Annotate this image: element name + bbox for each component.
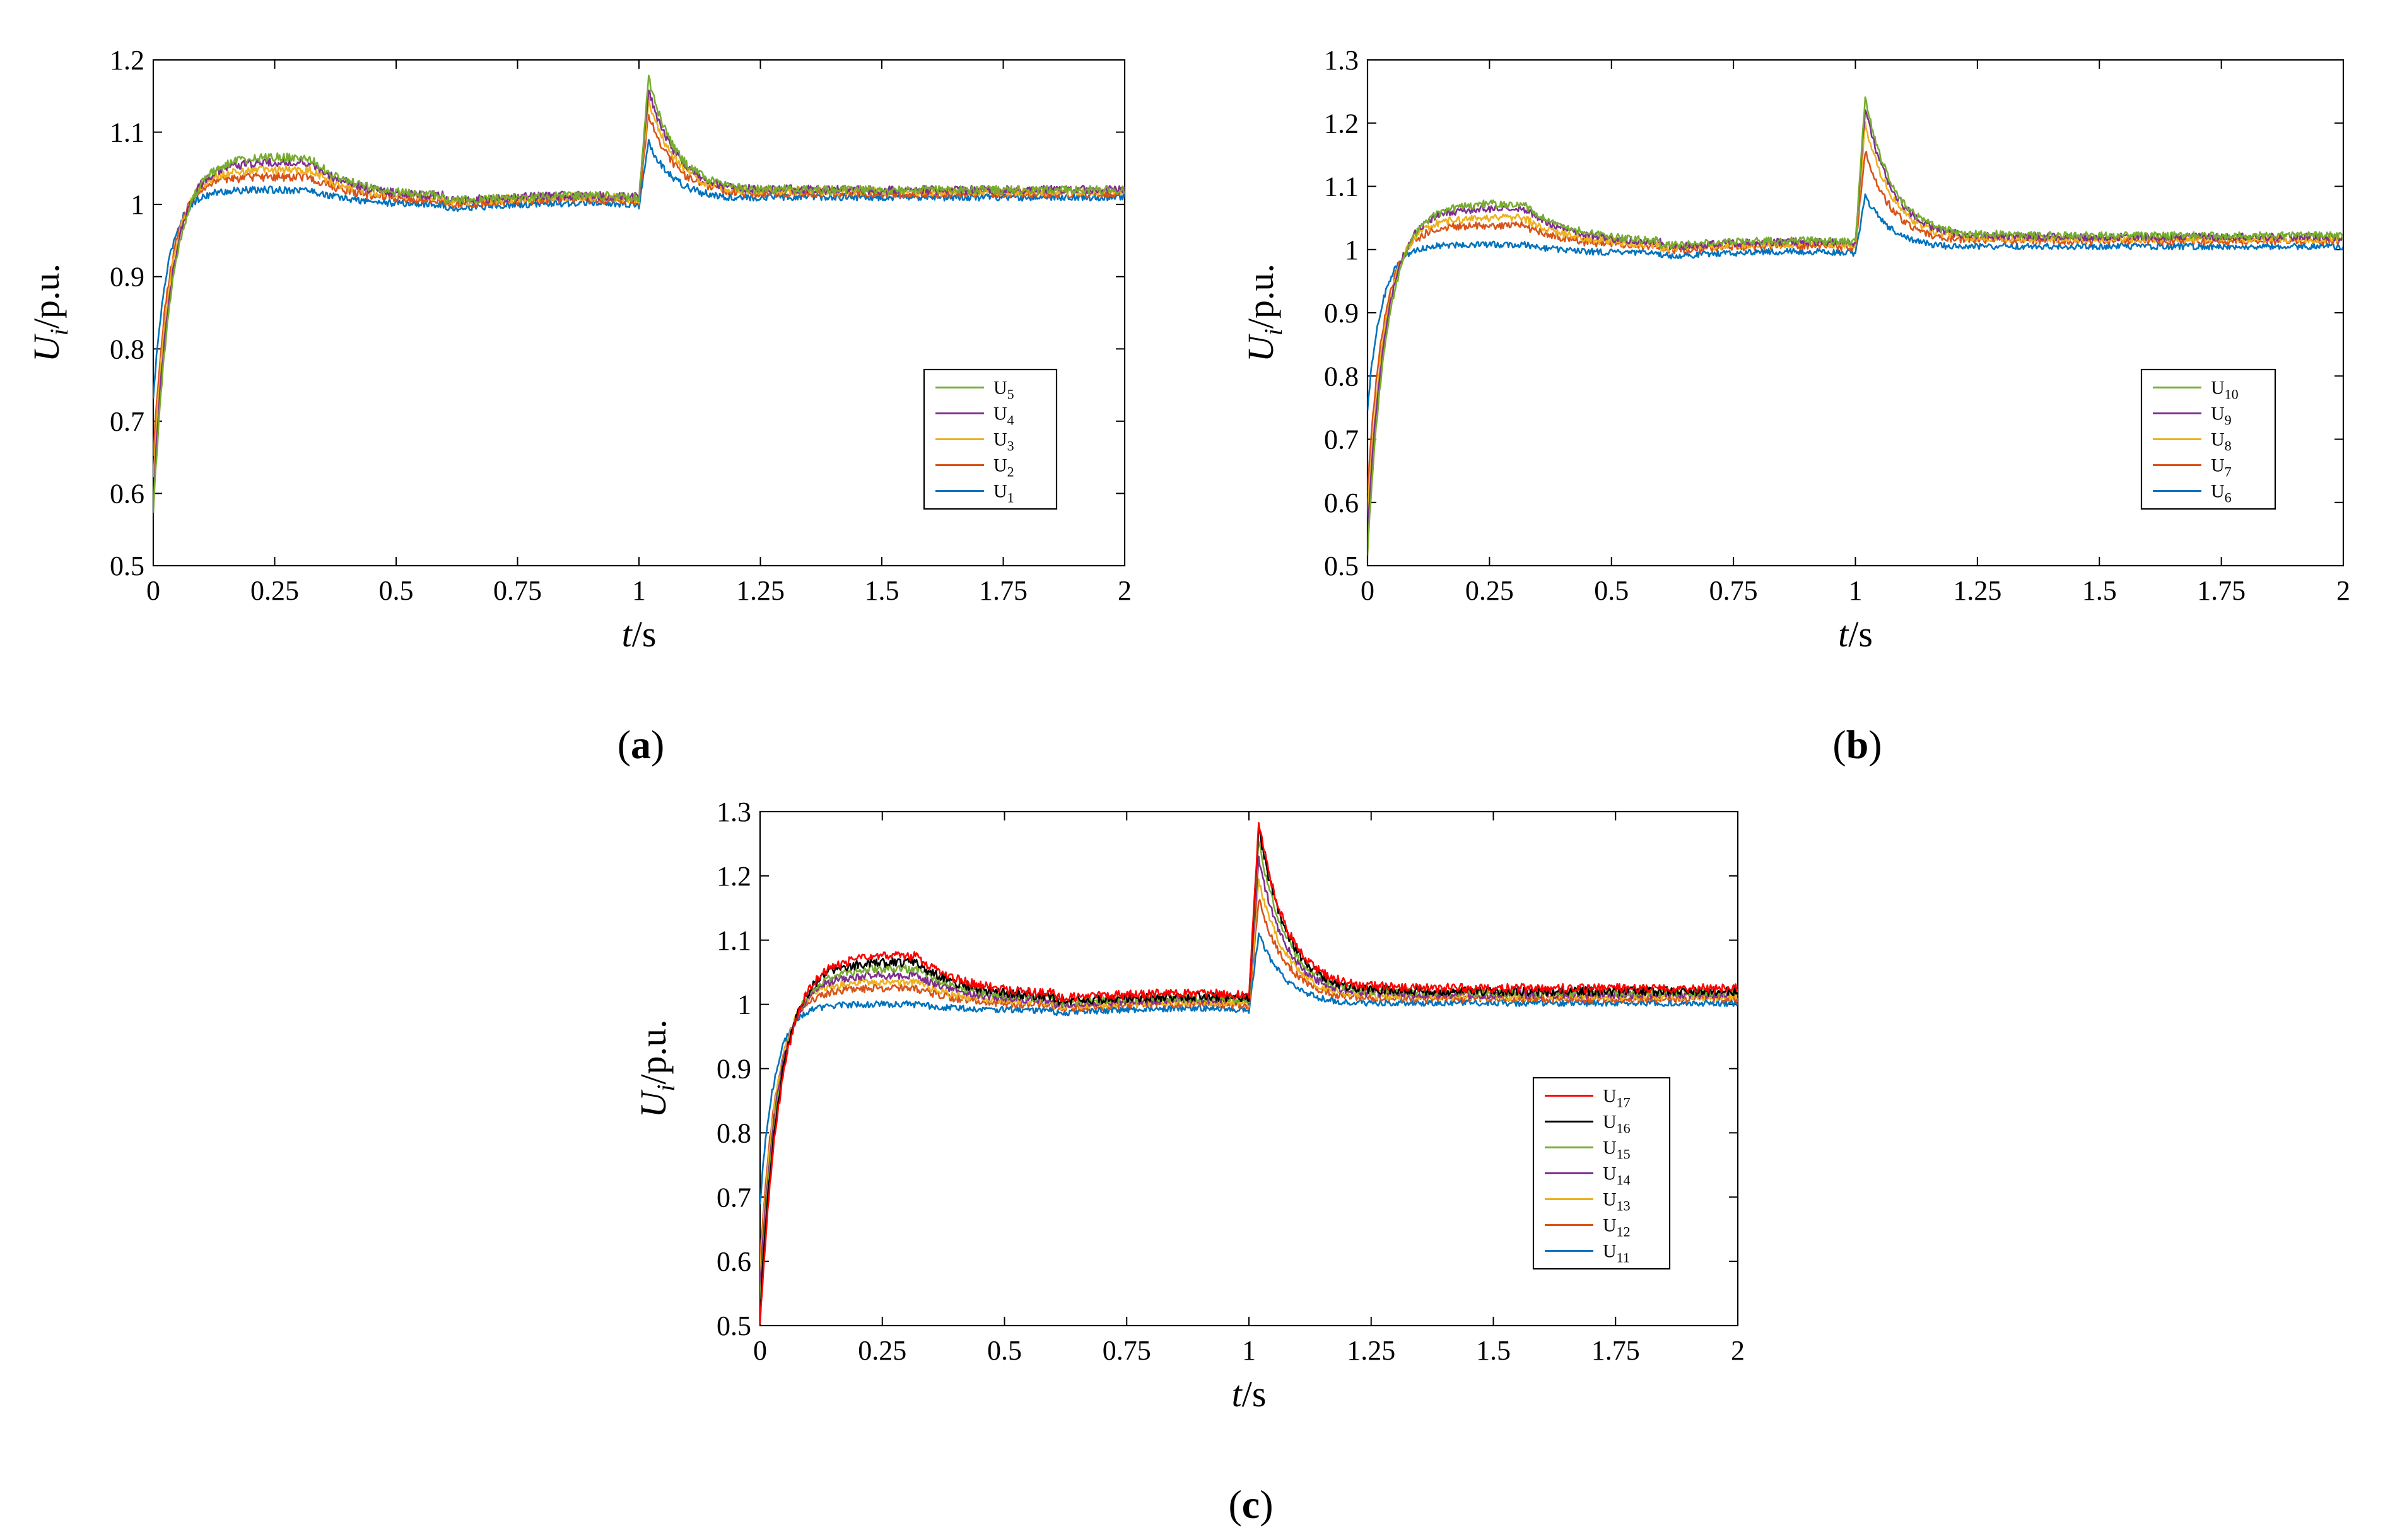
x-axis-label: t/s [1838, 614, 1873, 655]
x-tick-label: 1.75 [2197, 575, 2246, 606]
y-axis-label: Ui/p.u. [633, 1019, 680, 1117]
y-tick-label: 1 [737, 989, 751, 1020]
series-group [760, 822, 1738, 1325]
legend-label-U11: U11 [1603, 1241, 1630, 1266]
legend-label-U9: U9 [2211, 404, 2232, 428]
chart-panel-c: 0 0.25 0.5 0.75 1 1.25 1.5 1.75 2 0.5 0.6 0.7 0.8 0.9… [633, 796, 1745, 1527]
legend-label-U13: U13 [1603, 1189, 1631, 1214]
series-line-U2 [153, 114, 1125, 456]
x-tick-label: 0 [146, 575, 160, 606]
x-tick-label: 0.75 [1709, 575, 1758, 606]
y-tick-label: 0.9 [110, 262, 144, 293]
y-tick-label: 0.8 [1324, 361, 1359, 392]
y-tick-label: 1.1 [110, 117, 144, 148]
y-tick-label: 1 [1345, 235, 1359, 265]
y-tick-label: 1.2 [717, 861, 751, 892]
y-tick-label: 0.8 [717, 1117, 751, 1148]
y-tick-label: 0.7 [110, 406, 144, 437]
legend-label-U4: U4 [993, 404, 1014, 428]
y-tick-label: 1 [131, 189, 144, 220]
legend-label-U12: U12 [1603, 1215, 1631, 1240]
chart-panel-a: 0 0.25 0.5 0.75 1 1.25 1.5 1.75 2 0.5 0.6 0.7 0.8 0.9… [26, 45, 1132, 767]
panel-caption: (a) [618, 722, 665, 767]
x-tick-label: 1.5 [1476, 1335, 1511, 1366]
y-axis-label: Ui/p.u. [1240, 264, 1287, 362]
series-line-U1 [153, 139, 1125, 399]
legend-label-U10: U10 [2211, 378, 2239, 402]
y-tick-label: 1.1 [717, 925, 751, 956]
x-tick-label: 1.75 [979, 575, 1028, 606]
x-tick-label: 1 [1242, 1335, 1256, 1366]
legend-label-U8: U8 [2211, 429, 2232, 454]
x-tick-label: 0.75 [493, 575, 542, 606]
y-tick-label: 1.3 [1324, 45, 1359, 76]
x-tick-label: 1.25 [736, 575, 785, 606]
y-tick-label: 0.5 [717, 1310, 751, 1341]
panel-caption: (c) [1228, 1482, 1273, 1527]
legend-label-U2: U2 [993, 455, 1014, 480]
series-line-U13 [760, 878, 1738, 1275]
y-tick-label: 0.6 [717, 1246, 751, 1277]
legend-label-U15: U15 [1603, 1138, 1631, 1162]
series-line-U10 [1368, 96, 2343, 556]
x-tick-label: 0.5 [987, 1335, 1022, 1366]
series-line-U16 [760, 823, 1738, 1312]
x-tick-label: 0.25 [858, 1335, 906, 1366]
x-tick-label: 1.75 [1591, 1335, 1640, 1366]
x-tick-label: 1.25 [1953, 575, 2001, 606]
legend-label-U5: U5 [993, 378, 1014, 402]
x-tick-label: 2 [1731, 1335, 1745, 1366]
x-tick-label: 0.25 [1465, 575, 1514, 606]
series-line-U14 [760, 855, 1738, 1287]
series-line-U11 [760, 932, 1738, 1205]
panel-caption: (b) [1832, 722, 1882, 767]
y-axis-label: Ui/p.u. [26, 264, 73, 362]
y-tick-label: 0.7 [717, 1182, 751, 1213]
x-tick-label: 0.5 [1594, 575, 1629, 606]
x-tick-label: 2 [2336, 575, 2350, 606]
series-group [1368, 96, 2343, 556]
y-tick-label: 0.8 [110, 334, 144, 365]
y-tick-label: 0.7 [1324, 424, 1359, 455]
x-tick-label: 0.25 [250, 575, 299, 606]
y-tick-label: 1.2 [1324, 108, 1359, 139]
x-tick-label: 1.25 [1347, 1335, 1395, 1366]
y-tick-label: 0.5 [1324, 551, 1359, 581]
x-tick-label: 2 [1118, 575, 1132, 606]
x-tick-label: 1 [1849, 575, 1863, 606]
legend-label-U3: U3 [993, 429, 1014, 454]
y-tick-label: 0.6 [1324, 487, 1359, 518]
legend-label-U16: U16 [1603, 1112, 1631, 1136]
y-tick-label: 1.2 [110, 45, 144, 76]
x-tick-label: 0.75 [1103, 1335, 1151, 1366]
x-tick-label: 1.5 [865, 575, 899, 606]
x-tick-label: 1 [632, 575, 646, 606]
series-line-U7 [1368, 151, 2343, 494]
legend-label-U7: U7 [2211, 455, 2232, 480]
x-tick-label: 0 [1361, 575, 1374, 606]
y-tick-label: 0.5 [110, 551, 144, 581]
y-tick-label: 1.3 [717, 796, 751, 827]
y-tick-label: 0.9 [1324, 298, 1359, 329]
legend-label-U17: U17 [1603, 1086, 1631, 1111]
x-tick-label: 0 [753, 1335, 767, 1366]
y-tick-label: 1.1 [1324, 172, 1359, 202]
y-tick-label: 0.6 [110, 478, 144, 509]
legend-label-U1: U1 [993, 481, 1014, 506]
x-axis-label: t/s [622, 614, 657, 655]
legend-box [1532, 1076, 1671, 1270]
chart-panel-b: 0 0.25 0.5 0.75 1 1.25 1.5 1.75 2 0.5 0.6 0.7 0.8 0.9… [1240, 45, 2350, 767]
series-line-U9 [1368, 109, 2343, 537]
legend-label-U6: U6 [2211, 481, 2232, 506]
x-axis-label: t/s [1232, 1374, 1267, 1415]
series-group [153, 74, 1125, 513]
x-tick-label: 0.5 [379, 575, 414, 606]
series-line-U17 [760, 822, 1738, 1325]
legend-label-U14: U14 [1603, 1164, 1631, 1188]
x-tick-label: 1.5 [2082, 575, 2117, 606]
y-tick-label: 0.9 [717, 1054, 751, 1085]
series-line-U8 [1368, 120, 2343, 518]
series-line-U5 [153, 74, 1125, 513]
